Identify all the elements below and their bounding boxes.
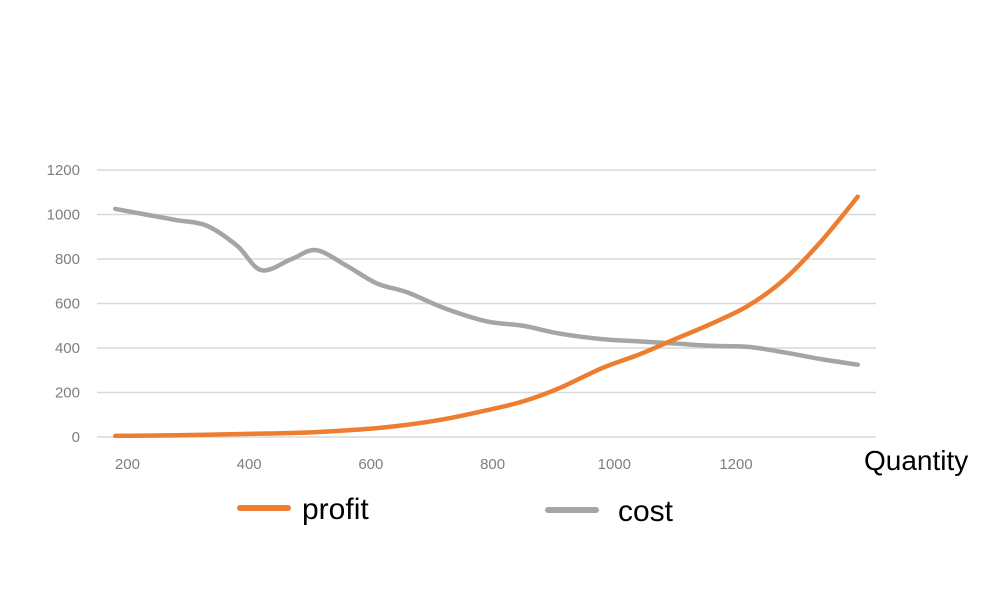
legend-label-profit: profit: [302, 493, 369, 526]
y-tick-label: 200: [55, 385, 80, 402]
y-tick-label: 400: [55, 340, 80, 357]
x-tick-label: 1000: [598, 456, 631, 473]
x-axis-title: Quantity: [864, 445, 968, 476]
legend: profit cost: [237, 493, 674, 528]
y-tick-label: 600: [55, 296, 80, 313]
gridlines: [97, 169, 876, 438]
legend-label-cost: cost: [618, 495, 674, 528]
y-tick-label: 800: [55, 251, 80, 268]
x-tick-label: 800: [480, 456, 505, 473]
series-line-cost: [113, 206, 860, 367]
x-tick-label: 400: [237, 456, 262, 473]
y-tick-label: 1200: [47, 162, 80, 179]
series-lines: [113, 194, 860, 439]
y-axis-tick-labels: 0 200 400 600 800 1000 1200: [47, 162, 80, 446]
y-tick-label: 1000: [47, 207, 80, 224]
x-tick-label: 1200: [719, 456, 752, 473]
x-axis-tick-labels: 200 400 600 800 1000 1200: [115, 456, 753, 473]
series-line-profit: [113, 194, 860, 439]
x-tick-label: 200: [115, 456, 140, 473]
y-tick-label: 0: [72, 429, 80, 446]
x-tick-label: 600: [358, 456, 383, 473]
